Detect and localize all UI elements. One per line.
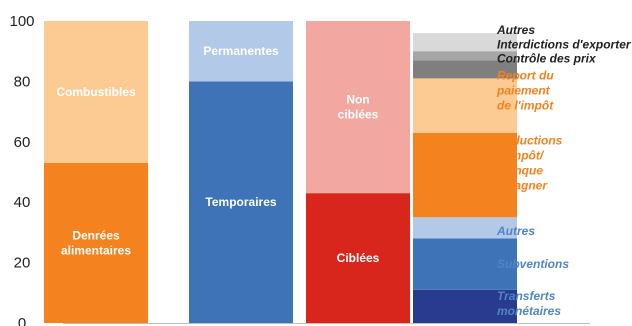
- legend-label-4: Report du paiement de l'impôt: [496, 68, 554, 112]
- y-tick-label-100: 100: [9, 13, 34, 30]
- bar-4-segment-8: [413, 33, 517, 52]
- bar-4-segment-4: [413, 132, 517, 218]
- bar-2-segment-1: [189, 81, 293, 324]
- bar-1-segment-label-2: Combustibles: [56, 85, 136, 99]
- bar-4-segment-5: [413, 78, 517, 133]
- legend-label-1: Autres: [496, 23, 535, 37]
- bar-2-segment-2: [189, 21, 293, 82]
- bar-3-segment-2: [306, 21, 410, 194]
- legend-label-3: Contrôle des prix: [497, 51, 597, 65]
- legend-label-6: Autres: [496, 224, 535, 238]
- bar-3-segment-1: [306, 193, 410, 323]
- bar-3-segment-label-1: Ciblées: [337, 251, 380, 265]
- bar-3-segment-label-2: Non ciblées: [338, 93, 379, 122]
- y-tick-label-40: 40: [14, 194, 31, 211]
- bar-2-segment-label-2: Permanentes: [203, 44, 279, 58]
- bar-4-segment-1: [413, 289, 517, 323]
- bar-1-segment-1: [44, 162, 148, 323]
- bar-1-segment-label-1: Denrées alimentaires: [61, 228, 131, 257]
- legend-label-2: Interdictions d'exporter: [497, 37, 632, 51]
- bar-4-segment-7: [413, 51, 517, 61]
- y-tick-label-0: 0: [18, 315, 26, 326]
- y-tick-label-80: 80: [14, 73, 31, 90]
- bar-4-segment-3: [413, 217, 517, 239]
- bar-4-segment-6: [413, 60, 517, 79]
- legend-label-5: Réductions d'impôt/manque à gagner: [497, 133, 563, 192]
- y-tick-label-60: 60: [14, 134, 31, 151]
- legend-label-7: Subventions: [497, 257, 569, 271]
- legend-label-8: Transferts monétaires: [497, 289, 561, 318]
- bar-2-segment-label-1: Temporaires: [205, 195, 276, 209]
- bar-1-segment-2: [44, 21, 148, 163]
- y-tick-label-20: 20: [14, 255, 31, 272]
- bar-4-segment-2: [413, 238, 517, 290]
